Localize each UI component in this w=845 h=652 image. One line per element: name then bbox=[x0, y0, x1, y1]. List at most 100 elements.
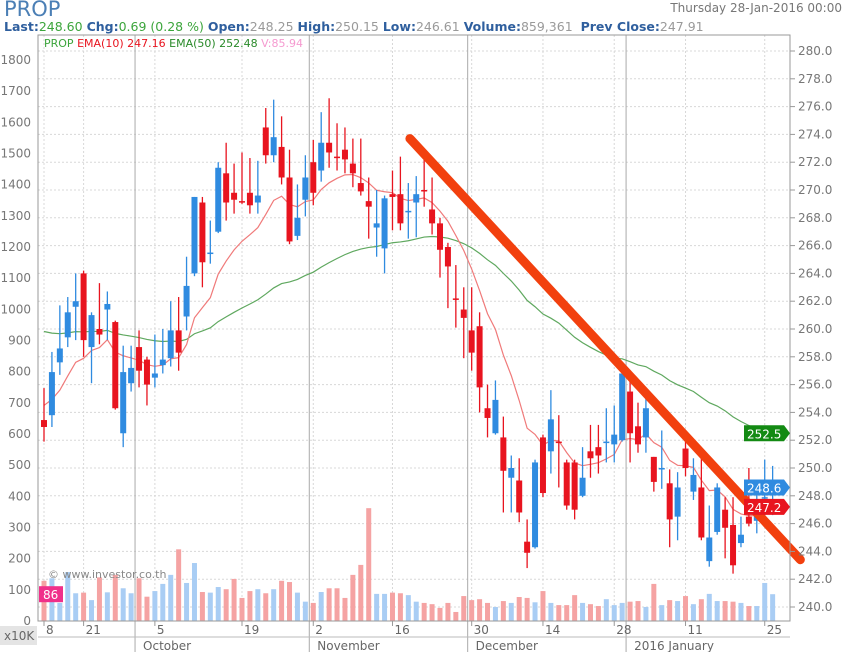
candle-body bbox=[64, 312, 71, 338]
candle-body bbox=[239, 201, 245, 203]
volume-tick-label: 500 bbox=[8, 458, 31, 472]
volume-tick-label: 100 bbox=[8, 583, 31, 597]
volume-bar bbox=[698, 599, 704, 621]
month-label: November bbox=[317, 639, 379, 652]
candle-body bbox=[405, 210, 412, 213]
candle-body bbox=[508, 468, 515, 478]
candle-body bbox=[650, 456, 657, 482]
volume-bar bbox=[199, 592, 205, 621]
last-value: 248.60 bbox=[38, 19, 83, 34]
volume-bar bbox=[461, 596, 467, 621]
candle-body bbox=[349, 163, 356, 174]
price-tick-label: 252.0 bbox=[798, 433, 832, 447]
volume-bar bbox=[683, 596, 689, 621]
prev-close-value: 247.91 bbox=[659, 19, 704, 34]
candle-body bbox=[128, 367, 135, 384]
candle-body bbox=[88, 315, 95, 348]
volume-bar bbox=[176, 549, 182, 621]
price-tick-label: 274.0 bbox=[798, 127, 832, 141]
datetime: Thursday 28-Jan-2016 00:00 bbox=[670, 1, 842, 15]
volume-bar bbox=[128, 593, 134, 621]
volume-bar bbox=[152, 591, 158, 621]
volume-tick-label: 900 bbox=[8, 333, 31, 347]
quote-info-bar: Last:248.60 Chg:0.69 (0.28 %) Open:248.2… bbox=[4, 19, 704, 34]
candle-body bbox=[302, 177, 309, 200]
volume-bar bbox=[738, 602, 744, 621]
candle-body bbox=[484, 408, 491, 418]
candle-body bbox=[199, 202, 206, 263]
volume-bar bbox=[239, 597, 245, 621]
candle-body bbox=[397, 194, 404, 224]
volume-tick-label: 1700 bbox=[0, 84, 31, 98]
volume-bar bbox=[524, 597, 530, 621]
candle-body bbox=[476, 326, 483, 388]
price-tag-label: 247.2 bbox=[747, 501, 781, 515]
candle-body bbox=[539, 437, 546, 494]
plot-frame bbox=[37, 34, 791, 622]
candle-body bbox=[658, 468, 665, 470]
low-value: 246.61 bbox=[415, 19, 460, 34]
candle-body bbox=[183, 285, 190, 317]
volume-label: Volume: bbox=[463, 19, 521, 34]
volume-bar bbox=[730, 601, 736, 621]
volume-tag bbox=[39, 586, 63, 603]
volume-tick-label: 1600 bbox=[0, 115, 31, 129]
volume-bar bbox=[508, 602, 514, 621]
volume-bar bbox=[603, 599, 609, 621]
volume-bar bbox=[754, 606, 760, 621]
volume-bar bbox=[540, 591, 546, 621]
price-tick-label: 250.0 bbox=[798, 461, 832, 475]
volume-bar bbox=[500, 601, 506, 621]
candle-body bbox=[270, 137, 277, 156]
volume-bar bbox=[516, 596, 522, 621]
price-tick-label: 256.0 bbox=[798, 378, 832, 392]
volume-tick-label: 800 bbox=[8, 365, 31, 379]
volume-bar bbox=[144, 596, 150, 621]
legend-ema50: EMA(50) 252.48 bbox=[169, 37, 258, 50]
candle-body bbox=[286, 177, 293, 242]
volume-bar bbox=[445, 602, 451, 621]
candle-body bbox=[635, 426, 641, 445]
volume-bar bbox=[263, 593, 269, 621]
prev-close-label: Prev Close: bbox=[580, 19, 660, 34]
candle-body bbox=[104, 303, 111, 310]
volume-bar bbox=[389, 592, 395, 621]
candle-body bbox=[579, 477, 586, 496]
candle-body bbox=[444, 246, 451, 267]
candle-body bbox=[143, 359, 150, 385]
price-tick-label: 242.0 bbox=[798, 572, 832, 586]
volume-value: 859,361 bbox=[520, 19, 573, 34]
volume-bar bbox=[302, 601, 308, 621]
candle-body bbox=[532, 462, 539, 548]
volume-bar bbox=[294, 592, 300, 621]
volume-bar bbox=[318, 592, 324, 621]
volume-bar bbox=[722, 601, 728, 621]
volume-tick-label: 1000 bbox=[0, 302, 31, 316]
high-label: High: bbox=[297, 19, 336, 34]
volume-bar bbox=[492, 606, 498, 621]
volume-bar bbox=[366, 508, 372, 621]
price-tick-label: 258.0 bbox=[798, 350, 832, 364]
volume-tick-label: 700 bbox=[8, 396, 31, 410]
legend-volume: V:85.94 bbox=[261, 37, 303, 50]
volume-bar bbox=[556, 605, 562, 621]
volume-tick-label: 300 bbox=[8, 520, 31, 534]
candle-body bbox=[706, 537, 713, 562]
price-tick-label: 240.0 bbox=[798, 600, 832, 614]
candle-body bbox=[698, 487, 705, 538]
candle-body bbox=[730, 524, 737, 566]
date-tick-label: 28 bbox=[616, 623, 631, 637]
volume-bar bbox=[706, 593, 712, 621]
volume-bar bbox=[112, 574, 118, 621]
volume-bar bbox=[675, 601, 681, 621]
candle-body bbox=[690, 474, 697, 492]
candle-body bbox=[611, 434, 618, 445]
watermark: © www.investor.co.th bbox=[48, 568, 166, 581]
candle-body bbox=[437, 223, 443, 250]
candle-body bbox=[595, 447, 602, 456]
candle-body bbox=[326, 142, 333, 153]
date-tick-label: 11 bbox=[688, 623, 703, 637]
candle-body bbox=[334, 156, 341, 159]
date-tick-label: 5 bbox=[157, 623, 165, 637]
